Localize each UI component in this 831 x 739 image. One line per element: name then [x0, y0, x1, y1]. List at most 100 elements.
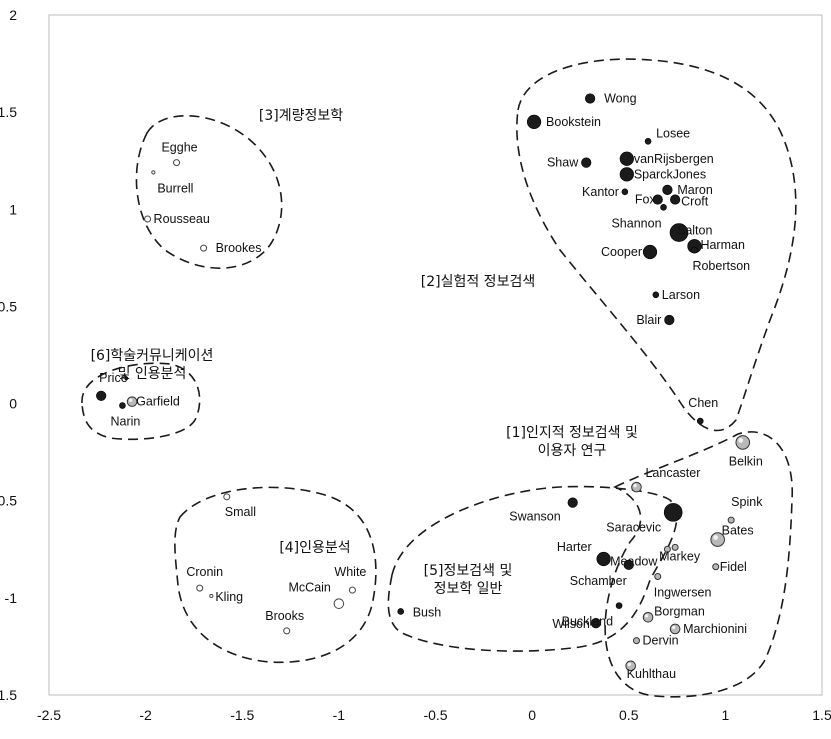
x-tick-label: 1.5 [812, 707, 831, 723]
point-label-cooper: Cooper [601, 245, 642, 259]
point-fidel [712, 563, 720, 571]
point-losee [644, 137, 652, 145]
point-schamber [623, 559, 634, 570]
cluster-boundary-4 [174, 486, 377, 664]
point-label-bookstein: Bookstein [546, 115, 601, 129]
point-label-markey: Markey [659, 549, 701, 563]
point-burrell [151, 170, 156, 175]
point-wilson [590, 618, 601, 629]
point-harter [596, 551, 611, 567]
point-marchionini [669, 623, 681, 635]
x-tick-label: -1.5 [230, 707, 254, 723]
cluster-label-5: [5]정보검색 및 정보학 일반 [424, 563, 513, 597]
point-label-white: White [334, 565, 366, 579]
point-cronin [196, 584, 204, 592]
point-white [348, 586, 356, 594]
point-robertson [691, 246, 698, 254]
point-label-larson: Larson [662, 288, 700, 302]
point-egghe [173, 159, 181, 167]
point-label-kuhlthau: Kuhlthau [627, 667, 676, 681]
point-label-harter: Harter [557, 540, 592, 554]
point-label-fox: Fox [635, 193, 657, 207]
point-borgman [642, 611, 654, 623]
point-unlabeled [124, 376, 129, 381]
data-points [96, 93, 751, 672]
point-marchionini-highlight [672, 625, 676, 630]
point-label-bates: Bates [722, 524, 754, 538]
point-label-maron: Maron [677, 183, 712, 197]
point-price [96, 390, 107, 401]
y-tick-label: -0.5 [0, 493, 17, 509]
point-label-robertson: Robertson [692, 259, 750, 273]
x-tick-label: 0.5 [619, 707, 639, 723]
point-kantor [621, 188, 629, 196]
point-label-lancaster: Lancaster [645, 466, 700, 480]
point-label-shaw: Shaw [547, 156, 579, 170]
point-rousseau [144, 215, 152, 223]
point-kuhlthau-highlight [627, 662, 631, 667]
point-label-garfield: Garfield [136, 395, 180, 409]
point-label-brookes: Brookes [216, 241, 262, 255]
point-saracevic [663, 503, 683, 522]
y-tick-label: 1 [9, 201, 17, 217]
point-label-croft: Croft [681, 195, 709, 209]
point-belkin [735, 435, 751, 450]
point-label-losee: Losee [656, 126, 690, 140]
point-label-bush: Bush [413, 605, 442, 619]
point-brookes [200, 244, 208, 252]
cluster-boundaries [81, 58, 797, 698]
x-tick-label: -2 [139, 707, 152, 723]
point-label-spink: Spink [731, 495, 763, 509]
point-markey [671, 543, 679, 551]
y-tick-label: 0.5 [0, 298, 17, 314]
point-label-narin: Narin [110, 415, 140, 429]
point-label-burrell: Burrell [157, 181, 193, 195]
x-tick-label: -1 [333, 707, 346, 723]
point-chen [696, 417, 704, 425]
point-label-wilson: Wilson [552, 617, 590, 631]
point-label-ingwersen: Ingwersen [654, 585, 712, 599]
point-label-rousseau: Rousseau [154, 212, 210, 226]
point-meadow [663, 545, 671, 553]
y-tick-label: -1.5 [0, 687, 17, 703]
point-label-vanrijsbergen: vanRijsbergen [634, 152, 714, 166]
cluster-boundary-2 [516, 58, 797, 432]
point-label-dervin: Dervin [642, 634, 678, 648]
y-axis: 2 1.5 1 0.5 0 -0.5 -1 -1.5 [0, 7, 17, 703]
point-label-saracevic: Saracevic [606, 520, 661, 534]
point-salton [669, 223, 689, 242]
point-bates-highlight [713, 535, 718, 540]
point-bookstein [526, 114, 542, 129]
point-label-buckland: Buckland [562, 615, 613, 629]
point-blair [664, 314, 675, 326]
point-lancaster-highlight [633, 483, 637, 488]
cluster-label-2: [2]실험적 정보검색 [421, 274, 535, 290]
point-fox [652, 194, 663, 205]
point-lancaster [631, 481, 642, 493]
point-label-marchionini: Marchionini [683, 622, 747, 636]
cluster-boundary-1 [604, 431, 793, 698]
point-label-cronin: Cronin [186, 565, 223, 579]
point-bush [397, 608, 405, 615]
point-label-belkin: Belkin [729, 454, 763, 468]
cluster-boundary-6 [81, 362, 201, 441]
x-tick-label: -0.5 [423, 707, 447, 723]
point-larson [652, 291, 660, 299]
point-garfield-highlight [128, 398, 133, 402]
x-axis: -2.5 -2 -1.5 -1 -0.5 0 0.5 1 1.5 [37, 707, 831, 723]
point-label-price: Price [99, 371, 128, 385]
point-label-small: Small [225, 505, 256, 519]
point-dervin [632, 637, 640, 645]
point-label-mccain: McCain [289, 581, 331, 595]
point-maron [662, 184, 673, 195]
point-kling [209, 593, 214, 599]
point-swanson [567, 497, 578, 508]
point-label-wong: Wong [604, 92, 636, 106]
y-tick-label: -1 [5, 590, 18, 606]
point-brooks [283, 627, 291, 635]
point-label-brooks: Brooks [265, 609, 304, 623]
point-label-harman: Harman [700, 238, 745, 252]
y-tick-label: 2 [9, 7, 17, 23]
